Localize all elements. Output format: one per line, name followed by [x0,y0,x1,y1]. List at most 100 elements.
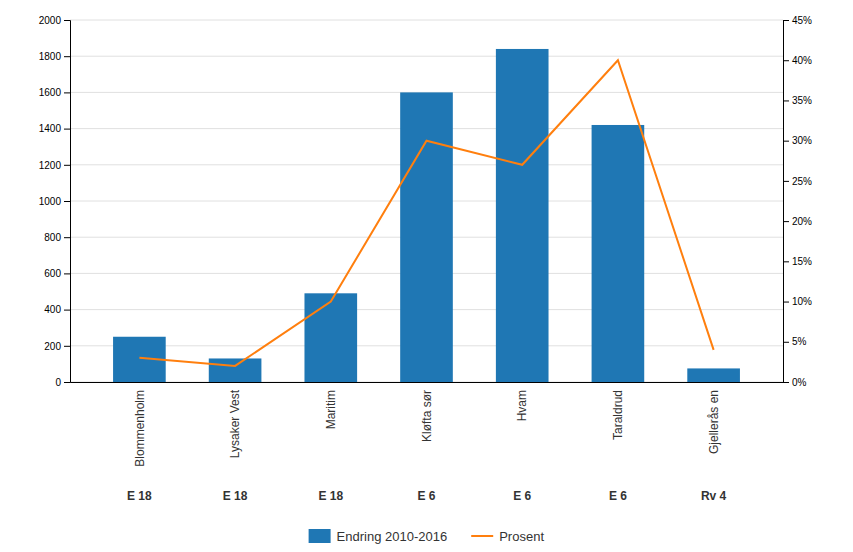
tick-mark [64,237,70,238]
tick-mark [783,60,789,61]
tick-mark [64,201,70,202]
tick-label: 2000 [39,15,62,26]
legend-label: Endring 2010-2016 [337,529,448,544]
tick: 1600 [39,87,70,98]
annotation: E 6 [609,489,627,503]
grid-line [70,56,783,57]
tick: 1200 [39,160,70,171]
tick-mark [783,20,789,21]
tick: 35% [783,95,812,106]
annotation: E 18 [223,489,248,503]
tick-label: 40% [792,55,812,66]
tick-label: 1200 [39,160,62,171]
tick-label: 15% [792,256,812,267]
tick: 1000 [39,196,70,207]
grid [70,20,783,382]
annotation: E 18 [127,489,152,503]
tick: 2000 [39,15,70,26]
x-axis [71,382,784,383]
tick-label: 200 [44,341,61,352]
tick: 400 [44,304,70,315]
annotations: E 18 E 18 E 18 E 6 E 6 E 6 Rv 4 [127,489,727,503]
bar [304,293,357,382]
tick-label: 5% [792,336,807,347]
annotation: E 18 [318,489,343,503]
tick-mark [783,221,789,222]
legend-label: Prosent [499,529,544,544]
tick-mark [783,141,789,142]
tick: 1400 [39,123,70,134]
tick: 30% [783,135,812,146]
legend-swatch [471,535,493,537]
tick: 800 [44,232,70,243]
tick: 25% [783,176,812,187]
category-labels: Blommenholm Lysaker Vest Maritim Kløfta sør… [133,389,721,466]
tick-label: 1600 [39,87,62,98]
tick-mark [64,165,70,166]
tick-label: 20% [792,216,812,227]
axis-line [71,382,784,383]
category-label: Maritim [324,390,338,429]
bar [687,368,740,382]
tick: 20% [783,216,812,227]
tick-mark [64,56,70,57]
tick-label: 600 [44,268,61,279]
tick-mark [783,261,789,262]
tick: 0 [55,377,70,388]
tick-label: 25% [792,176,812,187]
tick-mark [64,382,70,383]
annotation: Rv 4 [701,489,727,503]
tick-mark [64,20,70,21]
tick-mark [64,129,70,130]
tick-mark [64,310,70,311]
tick: 5% [783,336,807,347]
tick: 1800 [39,51,70,62]
tick-mark [783,181,789,182]
bar [209,358,262,382]
tick-label: 0 [55,377,61,388]
category-label: Lysaker Vest [228,389,242,458]
bar [592,125,645,382]
legend-item: Prosent [471,529,544,544]
bar [400,92,453,382]
tick: 40% [783,55,812,66]
tick-mark [64,346,70,347]
category-label: Gjellerås en [707,390,721,454]
tick-label: 800 [44,232,61,243]
grid-line [70,20,783,21]
annotation: E 6 [417,489,435,503]
category-label: Blommenholm [133,390,147,467]
tick-mark [64,92,70,93]
tick: 15% [783,256,812,267]
tick-label: 45% [792,15,812,26]
tick-label: 1400 [39,123,62,134]
line [139,60,713,366]
tick: 200 [44,341,70,352]
tick: 600 [44,268,70,279]
category-label: Hvam [515,390,529,421]
legend: Endring 2010-2016 Prosent [309,529,545,544]
axis-line [64,21,71,383]
plot-area [113,49,740,382]
tick-label: 1000 [39,196,62,207]
tick-label: 30% [792,135,812,146]
tick-label: 1800 [39,51,62,62]
tick-mark [64,273,70,274]
tick-mark [783,302,789,303]
legend-item: Endring 2010-2016 [309,529,448,544]
tick: 45% [783,15,812,26]
tick: 0% [783,377,807,388]
annotation: E 6 [513,489,531,503]
category-label: Taraldrud [611,390,625,440]
axis-line [784,21,790,383]
tick-label: 10% [792,296,812,307]
chart: 0 200 400 600 800 1000 1200 1400 1600 1800 2000 0% 5… [0,0,853,552]
y-axis: 0 200 400 600 800 1000 1200 1400 1600 1800 2000 [39,15,71,388]
bar [496,49,549,382]
tick-label: 35% [792,95,812,106]
tick-label: 0% [792,377,807,388]
tick-mark [783,382,789,383]
tick-label: 400 [44,304,61,315]
tick: 10% [783,296,812,307]
category-label: Kløfta sør [420,390,434,442]
